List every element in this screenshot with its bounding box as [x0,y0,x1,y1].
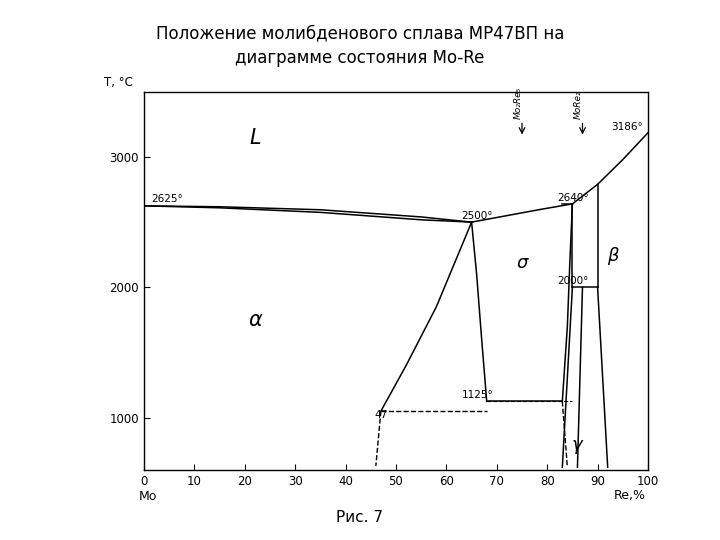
Text: MoRe₂: MoRe₂ [574,91,583,119]
Text: σ: σ [516,254,528,272]
Text: 47: 47 [374,410,387,420]
Text: γ: γ [572,436,582,454]
Text: β: β [607,247,618,265]
Text: Рис. 7: Рис. 7 [336,510,384,525]
Text: 2640°: 2640° [557,193,589,202]
Text: 1125°: 1125° [462,390,493,400]
Text: Положение молибденового сплава МР47ВП на: Положение молибденового сплава МР47ВП на [156,24,564,42]
Text: T, °C: T, °C [104,76,132,89]
Text: 2000°: 2000° [557,276,589,286]
Text: 3186°: 3186° [611,122,643,132]
Text: α: α [248,310,262,330]
Text: L: L [249,128,261,148]
Text: Mo: Mo [138,489,157,503]
Text: 2625°: 2625° [152,194,184,204]
Text: Mo₂Re₅: Mo₂Re₅ [513,87,523,119]
Text: Re,%: Re,% [614,489,646,503]
Text: диаграмме состояния Mo-Re: диаграмме состояния Mo-Re [235,49,485,66]
Text: 2500°: 2500° [462,211,493,221]
